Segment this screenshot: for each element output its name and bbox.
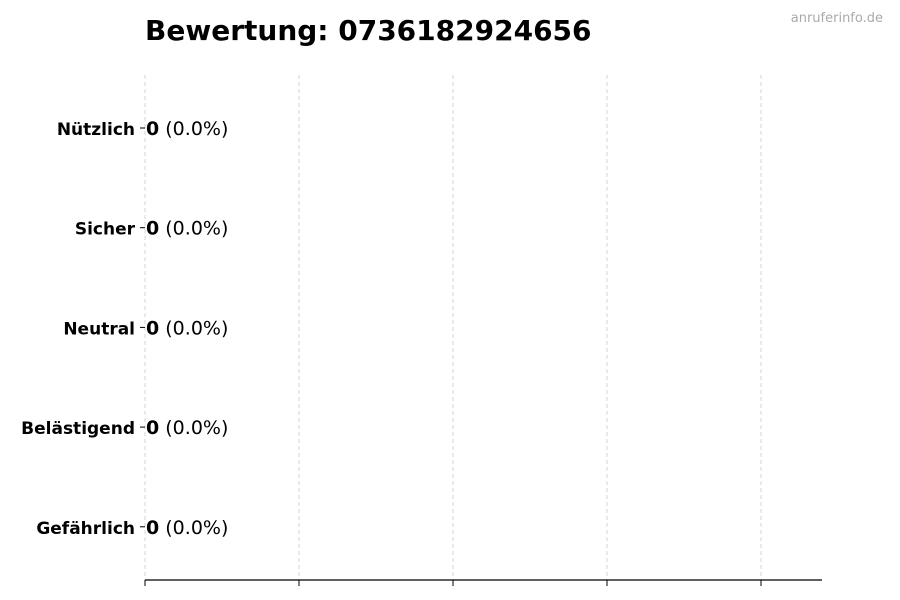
watermark: anruferinfo.de [791, 11, 883, 26]
data-label: 0 (0.0%) [146, 218, 228, 240]
data-label: 0 (0.0%) [146, 417, 228, 439]
y-tick-label: Sicher [75, 220, 136, 240]
data-label: 0 (0.0%) [146, 118, 228, 140]
data-label: 0 (0.0%) [146, 517, 228, 539]
data-label-percent: (0.0%) [159, 417, 228, 439]
data-label-value: 0 [146, 517, 159, 539]
y-tick-label: Nützlich [57, 120, 135, 140]
data-label-value: 0 [146, 317, 159, 339]
y-tick-label: Gefährlich [36, 519, 135, 539]
data-label-percent: (0.0%) [159, 317, 228, 339]
data-label-percent: (0.0%) [159, 517, 228, 539]
y-tick-label: Neutral [63, 319, 135, 339]
data-label: 0 (0.0%) [146, 317, 228, 339]
data-label-value: 0 [146, 417, 159, 439]
data-label-value: 0 [146, 118, 159, 140]
data-label-percent: (0.0%) [159, 218, 228, 240]
data-label-value: 0 [146, 218, 159, 240]
chart-title: Bewertung: 0736182924656 [145, 14, 592, 47]
y-tick-label: Belästigend [21, 419, 135, 439]
data-label-percent: (0.0%) [159, 118, 228, 140]
